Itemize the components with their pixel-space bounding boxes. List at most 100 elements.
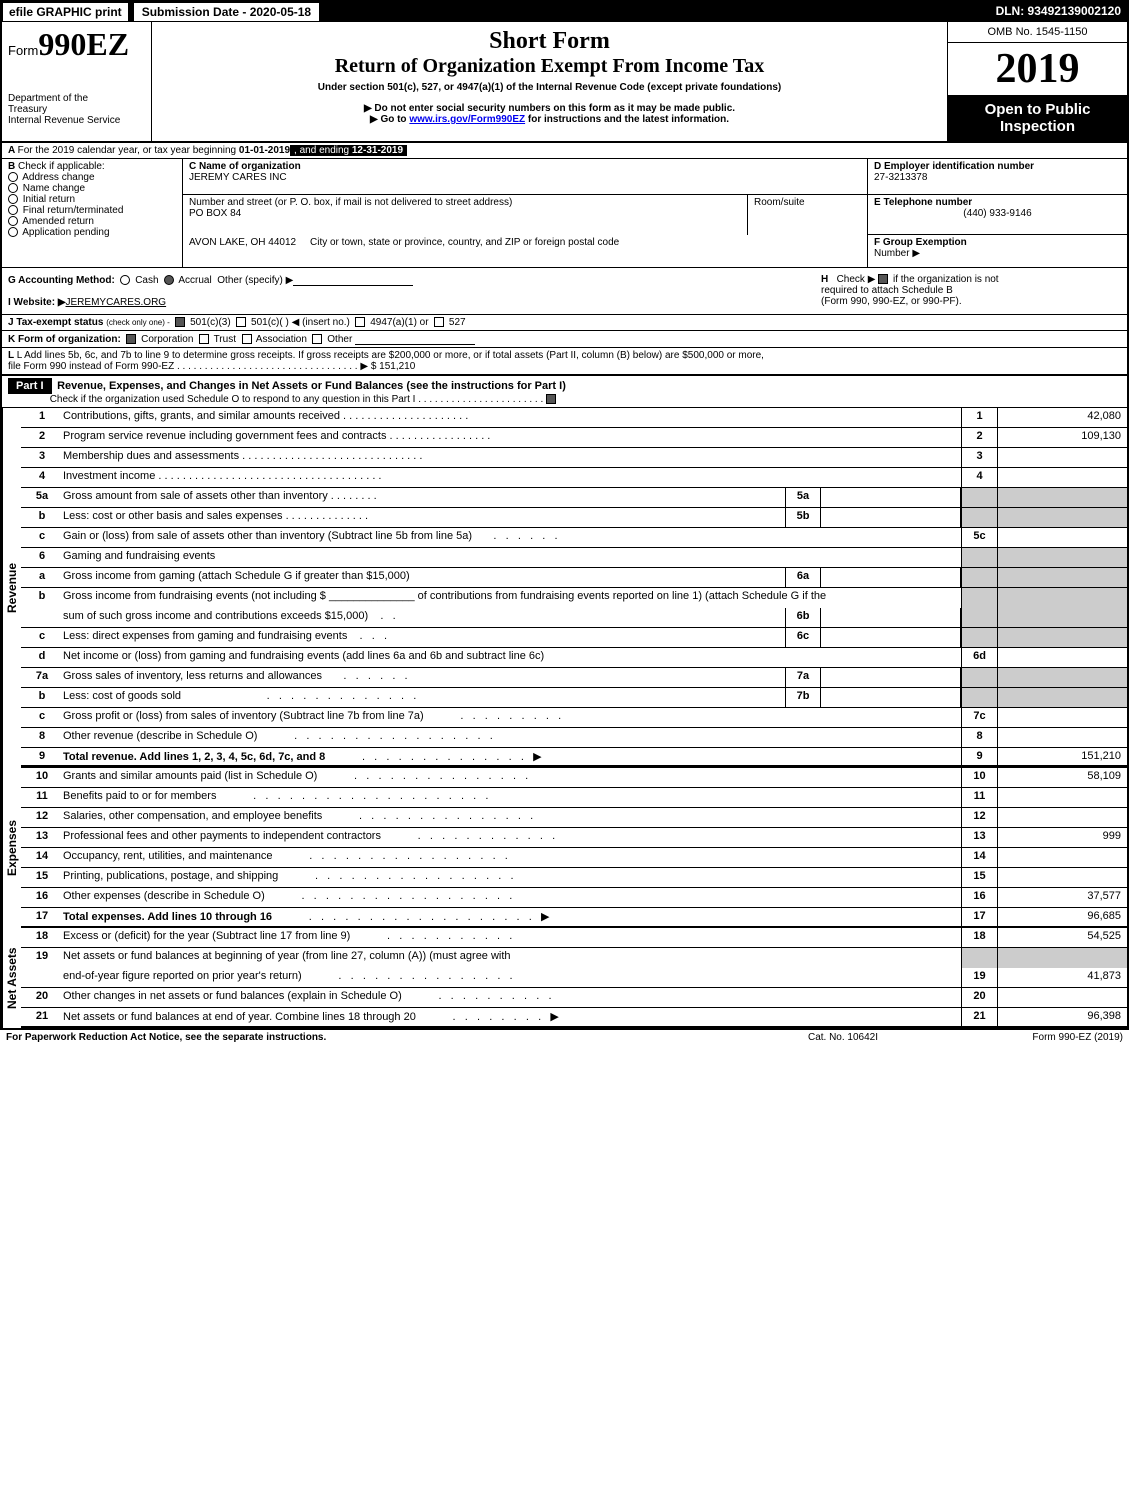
r13-d: Professional fees and other payments to … (63, 828, 961, 847)
r16-ln: 16 (961, 888, 997, 907)
line-a: A For the 2019 calendar year, or tax yea… (2, 143, 1127, 159)
org-name: JEREMY CARES INC (189, 172, 287, 183)
expenses-section: Expenses 10Grants and similar amounts pa… (2, 768, 1127, 928)
chk-pending[interactable] (8, 227, 18, 237)
j-opt-1: 501(c)( ) ◀ (insert no.) (251, 317, 350, 328)
netassets-section: Net Assets 18Excess or (deficit) for the… (2, 928, 1127, 1028)
b-item-4: Amended return (22, 216, 94, 227)
addr-label: Number and street (or P. O. box, if mail… (189, 197, 512, 208)
b-item-2: Initial return (23, 194, 75, 205)
row-21: 21Net assets or fund balances at end of … (21, 1008, 1127, 1028)
chk-501c[interactable] (236, 317, 246, 327)
r12-v (997, 808, 1127, 827)
k-opt-0: Corporation (141, 334, 193, 345)
chk-other-org[interactable] (312, 334, 322, 344)
r6b-sv (821, 608, 961, 627)
k-opt-3: Other (327, 334, 352, 345)
r8-d: Other revenue (describe in Schedule O) .… (63, 728, 961, 747)
l-text2: file Form 990 instead of Form 990-EZ (8, 361, 174, 372)
r5c-v (997, 528, 1127, 547)
chk-corp[interactable] (126, 334, 136, 344)
r8-ln: 8 (961, 728, 997, 747)
r5b-sn: 5b (785, 508, 821, 527)
j-opt-2: 4947(a)(1) or (370, 317, 428, 328)
g-cash: Cash (135, 275, 158, 286)
r4-d: Investment income . . . . . . . . . . . … (63, 468, 961, 487)
e-label: E Telephone number (874, 197, 972, 208)
r12-n: 12 (21, 808, 63, 827)
r4-v (997, 468, 1127, 487)
b-item-0: Address change (22, 172, 94, 183)
form-container: efile GRAPHIC print Submission Date - 20… (0, 0, 1129, 1030)
r12-d: Salaries, other compensation, and employ… (63, 808, 961, 827)
row-20: 20Other changes in net assets or fund ba… (21, 988, 1127, 1008)
r11-v (997, 788, 1127, 807)
irs-link[interactable]: www.irs.gov/Form990EZ (409, 114, 525, 125)
a-begin: 01-01-2019 (239, 145, 290, 156)
chk-501c3[interactable] (175, 317, 185, 327)
footer-right: Form 990-EZ (2019) (943, 1032, 1123, 1043)
row-6c: cLess: direct expenses from gaming and f… (21, 628, 1127, 648)
k-other-blank[interactable] (355, 333, 475, 345)
r6-ln-shade (961, 548, 997, 567)
r6a-v-shade (997, 568, 1127, 587)
part1-sub: Check if the organization used Schedule … (50, 394, 416, 405)
chk-cash[interactable] (120, 275, 130, 285)
row-5c: cGain or (loss) from sale of assets othe… (21, 528, 1127, 548)
room-label: Room/suite (754, 197, 805, 208)
do-not-enter: ▶ Do not enter social security numbers o… (158, 103, 941, 114)
chk-accrual[interactable] (164, 275, 174, 285)
g-other-blank[interactable] (293, 274, 413, 286)
city: AVON LAKE, OH 44012 (189, 237, 296, 248)
chk-address[interactable] (8, 172, 18, 182)
r6c-ln-shade (961, 628, 997, 647)
part1-header: Part I Revenue, Expenses, and Changes in… (2, 376, 1127, 408)
r6d-ln: 6d (961, 648, 997, 667)
f-label: F Group Exemption (874, 237, 967, 248)
website[interactable]: JEREMYCARES.ORG (66, 297, 167, 308)
ein: 27-3213378 (874, 172, 927, 183)
r4-n: 4 (21, 468, 63, 487)
chk-527[interactable] (434, 317, 444, 327)
chk-schedule-o[interactable] (546, 394, 556, 404)
r6b-n: b (21, 588, 63, 608)
r4-ln: 4 (961, 468, 997, 487)
section-b-c-d-e-f: B Check if applicable: Address change Na… (2, 159, 1127, 268)
row-4: 4Investment income . . . . . . . . . . .… (21, 468, 1127, 488)
row-6a: aGross income from gaming (attach Schedu… (21, 568, 1127, 588)
r10-ln: 10 (961, 768, 997, 787)
header-left: Form990EZ Department of the Treasury Int… (2, 22, 152, 141)
header-right: OMB No. 1545-1150 2019 Open to Public In… (947, 22, 1127, 141)
r17-v: 96,685 (997, 908, 1127, 926)
header-center: Short Form Return of Organization Exempt… (152, 22, 947, 141)
r14-n: 14 (21, 848, 63, 867)
section-g: G Accounting Method: Cash Accrual Other … (8, 274, 821, 308)
r9-v: 151,210 (997, 748, 1127, 765)
row-15: 15Printing, publications, postage, and s… (21, 868, 1127, 888)
r20-n: 20 (21, 988, 63, 1007)
h-text3: required to attach Schedule B (821, 285, 953, 296)
submission-date: Submission Date - 2020-05-18 (133, 2, 320, 22)
f-label2: Number ▶ (874, 248, 920, 259)
j-note: (check only one) - (106, 318, 170, 327)
chk-initial[interactable] (8, 194, 18, 204)
chk-final[interactable] (8, 205, 18, 215)
revenue-section: Revenue 1Contributions, gifts, grants, a… (2, 408, 1127, 768)
chk-name[interactable] (8, 183, 18, 193)
r1-d: Contributions, gifts, grants, and simila… (63, 408, 961, 427)
r6d-d: Net income or (loss) from gaming and fun… (63, 648, 961, 667)
part1-badge: Part I (8, 378, 52, 394)
chk-amended[interactable] (8, 216, 18, 226)
row-6b-bot: sum of such gross income and contributio… (21, 608, 1127, 628)
h-label: H (821, 274, 828, 285)
chk-schedule-b[interactable] (878, 274, 888, 284)
chk-4947[interactable] (355, 317, 365, 327)
chk-trust[interactable] (199, 334, 209, 344)
expenses-label: Expenses (2, 768, 21, 928)
open-line2: Inspection (954, 118, 1121, 135)
efile-badge[interactable]: efile GRAPHIC print (2, 2, 129, 22)
r19b-n (21, 968, 63, 987)
chk-assoc[interactable] (242, 334, 252, 344)
b-item-3: Final return/terminated (23, 205, 124, 216)
section-k: K Form of organization: Corporation Trus… (2, 331, 1127, 348)
